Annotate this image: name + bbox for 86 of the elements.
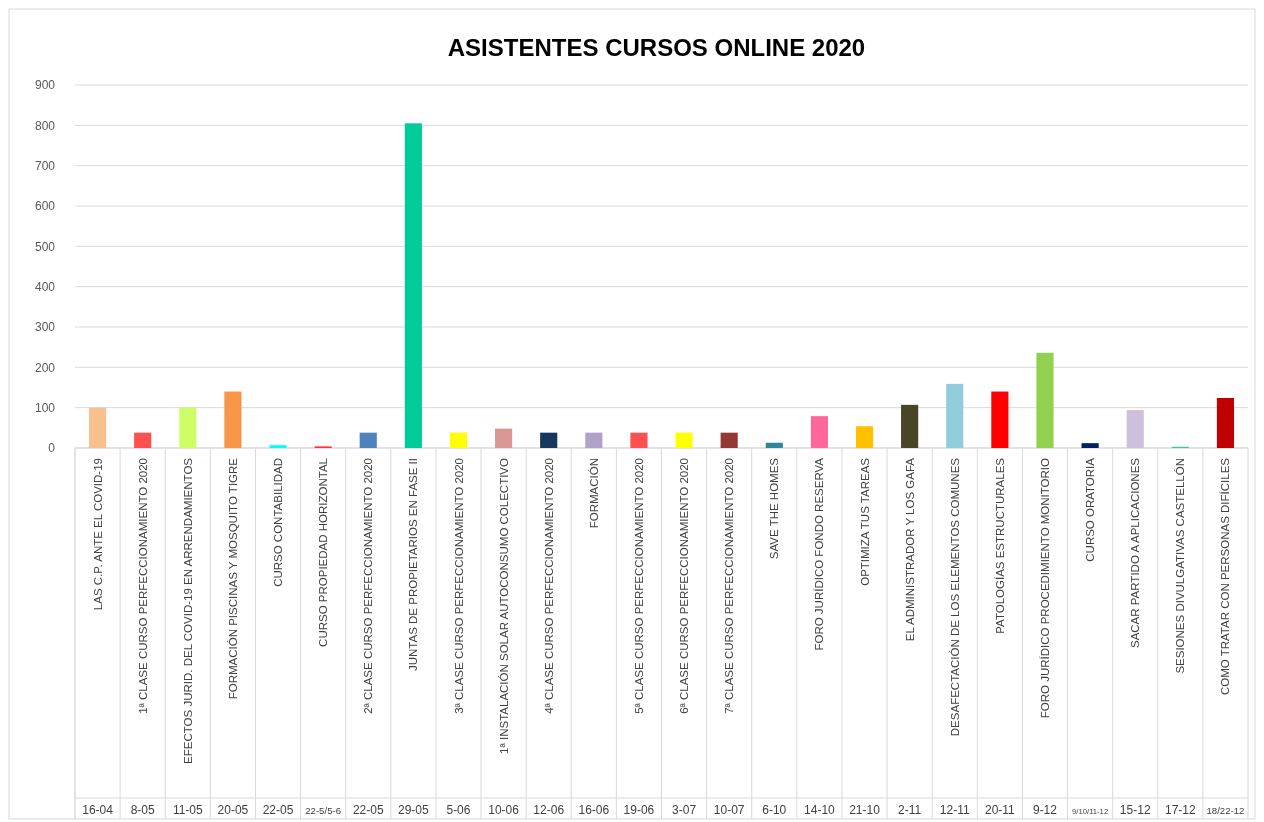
text: 22-5/5-6 xyxy=(305,805,342,816)
bar xyxy=(1216,397,1235,448)
x-tick-label: 6ª CLASE CURSO PERFECCIONAMIENTO 2020 xyxy=(678,458,691,714)
x-tick-label: 5ª CLASE CURSO PERFECCIONAMIENTO 2020 xyxy=(632,458,645,714)
x-tick-label: 1ª CLASE CURSO PERFECCIONAMIENTO 2020 xyxy=(136,458,149,714)
y-tick-label: 500 xyxy=(34,239,56,254)
x-tick-label: SESIONES DIVULGATIVAS CASTELLÓN xyxy=(1174,458,1187,674)
x-tick-label: 3ª CLASE CURSO PERFECCIONAMIENTO 2020 xyxy=(452,458,465,714)
bar xyxy=(630,432,648,448)
bar xyxy=(88,407,107,448)
text: 16-06 xyxy=(578,803,610,817)
text: 14-10 xyxy=(804,803,836,817)
x-tick-label: FORMACIÓN xyxy=(587,458,600,529)
text: 8-05 xyxy=(130,803,155,817)
bar xyxy=(720,432,738,448)
x-tick-label: LAS C.P. ANTE EL COVID-19 xyxy=(91,458,104,611)
text: 9-12 xyxy=(1032,803,1058,817)
text: 6-10 xyxy=(762,803,787,817)
bar xyxy=(1036,352,1054,448)
y-tick-label: 700 xyxy=(34,158,56,173)
text: 11-05 xyxy=(172,803,204,817)
bar xyxy=(946,383,964,448)
text: 15-12 xyxy=(1119,803,1151,817)
bar xyxy=(855,426,874,448)
text: 21-10 xyxy=(849,803,881,817)
bar xyxy=(1081,443,1099,448)
x-tick-label: EL ADMINISTRADOR Y LOS GAFA xyxy=(903,457,916,642)
bar xyxy=(585,432,603,448)
text: 10-06 xyxy=(488,803,520,817)
x-tick-label: FORO JURÍDICO PROCEDIMIENTO MONITORIO xyxy=(1039,457,1052,719)
y-tick-label: 800 xyxy=(34,118,56,133)
text: 20-05 xyxy=(217,803,249,817)
chart-title: ASISTENTES CURSOS ONLINE 2020 xyxy=(447,34,866,61)
bar xyxy=(359,432,377,448)
bar xyxy=(765,442,783,448)
x-tick-label: CURSO PROPIEDAD HORIZONTAL xyxy=(317,457,330,647)
x-tick-label: OPTIMIZA TUS TAREAS xyxy=(858,457,871,586)
y-tick-label: 900 xyxy=(34,78,56,93)
text: 19-06 xyxy=(623,803,655,817)
x-tick-label: 7ª CLASE CURSO PERFECCIONAMIENTO 2020 xyxy=(723,458,736,714)
y-tick-label: 0 xyxy=(48,441,56,456)
x-tick-label: 1ª INSTALACIÓN SOLAR AUTOCONSUMO COLECTIVO xyxy=(497,457,510,754)
x-tick-label: DESAFECTACIÓN DE LOS ELEMENTOS COMUNES xyxy=(948,457,961,737)
y-tick-label: 600 xyxy=(34,199,56,214)
text: 22-05 xyxy=(352,803,384,817)
x-tick-label: 2ª CLASE CURSO PERFECCIONAMIENTO 2020 xyxy=(362,458,375,714)
x-tick-label: SACAR PARTIDO A APLICACIONES xyxy=(1129,457,1142,649)
bar xyxy=(991,391,1009,448)
text: 18/22-12 xyxy=(1206,805,1245,816)
text: 12-11 xyxy=(939,803,970,817)
x-tick-label: CURSO ORATORIA xyxy=(1084,457,1097,562)
bar xyxy=(675,432,693,448)
text: 10-07 xyxy=(713,803,745,817)
bar xyxy=(1126,410,1144,448)
bar xyxy=(810,416,828,448)
bar xyxy=(901,404,919,448)
x-tick-label: CURSO CONTABILIDAD xyxy=(272,458,285,587)
text: 16-04 xyxy=(82,803,114,817)
y-tick-label: 200 xyxy=(34,360,56,375)
text: 20-11 xyxy=(984,803,1016,817)
y-tick-label: 300 xyxy=(34,320,56,335)
x-tick-label: COMO TRATAR CON PERSONAS DIFÍCILES xyxy=(1219,457,1232,696)
x-tick-label: 4ª CLASE CURSO PERFECCIONAMIENTO 2020 xyxy=(542,458,555,714)
text: 17-12 xyxy=(1164,803,1196,817)
bar xyxy=(495,428,513,448)
x-tick-label: JUNTAS DE PROPIETARIOS EN FASE II xyxy=(407,458,420,672)
y-tick-label: 100 xyxy=(34,400,56,415)
bar xyxy=(224,391,242,448)
x-tick-label: FORO JURÍDICO FONDO RESERVA xyxy=(813,457,826,651)
x-tick-label: FORMACIÓN PISCINAS Y MOSQUITO TIGRE xyxy=(226,457,239,700)
bar xyxy=(134,432,152,448)
bar xyxy=(269,445,287,448)
text: 22-05 xyxy=(262,803,294,817)
x-tick-label: SAVE THE HOMES xyxy=(768,457,781,560)
y-tick-label: 400 xyxy=(34,279,56,294)
text: 12-06 xyxy=(533,803,565,817)
text: 29-05 xyxy=(398,803,430,817)
text: 2-11 xyxy=(898,803,922,817)
bar xyxy=(179,407,197,448)
x-tick-label: EFECTOS JURID. DEL COVID-19 EN ARRENDAMIENTOS xyxy=(181,457,194,764)
text: 3-07 xyxy=(672,803,697,817)
bar xyxy=(540,432,558,448)
text: 5-06 xyxy=(446,803,471,817)
bar xyxy=(449,432,468,448)
bar xyxy=(404,123,422,448)
x-tick-label: PATOLOGÍAS ESTRUCTURALES xyxy=(993,457,1006,634)
